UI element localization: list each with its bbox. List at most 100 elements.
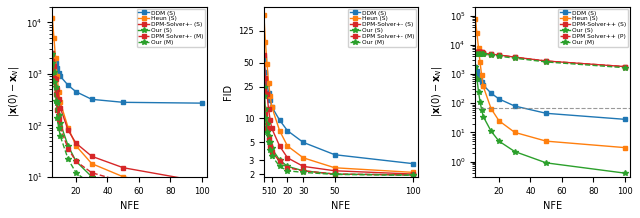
Line: Our (M): Our (M) — [261, 93, 416, 178]
Our (S) — [300, 169, 307, 172]
DPM-Solver+- (S) — [262, 77, 269, 79]
Our (M) — [266, 149, 274, 151]
DPM-Solver+- (S) — [276, 145, 284, 147]
DDM (S) — [50, 57, 58, 60]
DDM (S) — [262, 71, 269, 73]
Heun (S) — [265, 81, 273, 84]
Our (M) — [475, 52, 483, 55]
Our (S) — [511, 150, 518, 153]
DDM (S) — [284, 129, 291, 132]
Heun (S) — [260, 13, 268, 16]
DPM-Solver++ (S) — [511, 56, 518, 58]
Our (S) — [72, 160, 80, 163]
Our (S) — [50, 70, 58, 73]
DDM (S) — [56, 75, 64, 78]
DPM-Solver+- (S) — [268, 127, 276, 130]
DPM Solver++ (P) — [475, 51, 483, 54]
Our (S) — [263, 123, 271, 125]
DPM-Solver+- (S) — [300, 165, 307, 168]
Our (S) — [487, 130, 495, 133]
Heun (S) — [276, 129, 284, 132]
DPM Solver+- (M) — [284, 167, 291, 169]
DPM-Solver+- (S) — [50, 65, 58, 68]
DPM-Solver+- (S) — [410, 173, 417, 175]
DDM (S) — [410, 162, 417, 165]
Our (M) — [265, 141, 273, 144]
Our (S) — [53, 102, 61, 104]
Our (M) — [120, 193, 127, 196]
Line: DPM-Solver+- (S): DPM-Solver+- (S) — [51, 51, 204, 184]
Line: DDM (S): DDM (S) — [262, 57, 415, 166]
DDM (S) — [487, 92, 495, 95]
Line: Our (S): Our (S) — [50, 51, 205, 203]
Our (S) — [88, 175, 95, 178]
Heun (S) — [72, 145, 80, 147]
DDM (S) — [495, 98, 503, 100]
Heun (S) — [198, 191, 206, 194]
Our (S) — [266, 141, 274, 144]
Line: DPM Solver++ (P): DPM Solver++ (P) — [473, 50, 627, 69]
DPM-Solver+- (S) — [120, 166, 127, 169]
Our (S) — [331, 173, 339, 175]
DPM Solver++ (P) — [476, 51, 484, 54]
Line: DPM Solver+- (M): DPM Solver+- (M) — [51, 59, 204, 194]
DPM Solver++ (P) — [621, 65, 628, 68]
DPM Solver++ (P) — [472, 51, 479, 54]
DPM Solver+- (M) — [262, 112, 269, 115]
Our (M) — [49, 62, 56, 65]
Line: DDM (S): DDM (S) — [51, 50, 204, 105]
Our (S) — [410, 174, 417, 176]
DDM (S) — [265, 91, 273, 94]
Our (S) — [64, 145, 72, 147]
DPM-Solver+- (S) — [260, 54, 268, 56]
Heun (S) — [495, 119, 503, 122]
Our (M) — [487, 54, 495, 57]
DDM (S) — [88, 98, 95, 101]
DPM-Solver++ (S) — [472, 51, 479, 54]
Heun (S) — [410, 171, 417, 174]
Y-axis label: FID: FID — [223, 84, 233, 100]
Heun (S) — [88, 162, 95, 165]
Our (M) — [479, 53, 487, 56]
DPM Solver+- (M) — [300, 169, 307, 172]
Our (S) — [542, 162, 550, 164]
DPM-Solver+- (S) — [265, 108, 273, 111]
Our (M) — [260, 95, 268, 97]
DPM-Solver+- (S) — [263, 93, 271, 96]
Line: Our (S): Our (S) — [472, 65, 628, 176]
DDM (S) — [260, 58, 268, 61]
DPM-Solver+- (S) — [53, 88, 61, 91]
Heun (S) — [300, 157, 307, 159]
DPM Solver++ (P) — [478, 51, 486, 54]
Our (M) — [72, 171, 80, 174]
Heun (S) — [64, 126, 72, 129]
DPM Solver+- (M) — [260, 90, 268, 92]
DDM (S) — [266, 99, 274, 101]
Our (S) — [265, 135, 273, 137]
Line: Heun (S): Heun (S) — [473, 17, 627, 150]
DPM Solver++ (P) — [495, 54, 503, 56]
DPM Solver+- (M) — [266, 145, 274, 147]
Line: Our (S): Our (S) — [261, 84, 416, 178]
Heun (S) — [621, 146, 628, 149]
Line: DPM-Solver++ (S): DPM-Solver++ (S) — [473, 50, 627, 69]
DPM-Solver++ (S) — [542, 60, 550, 62]
Our (S) — [262, 108, 269, 111]
Y-axis label: $|\mathbf{x}(0) - \mathbf{x}_N|$: $|\mathbf{x}(0) - \mathbf{x}_N|$ — [430, 66, 444, 118]
DDM (S) — [300, 141, 307, 144]
Heun (S) — [53, 75, 61, 78]
DPM Solver+- (M) — [52, 93, 60, 96]
Our (M) — [621, 66, 628, 69]
Heun (S) — [268, 106, 276, 108]
Legend: DDM (S), Heun (S), DPM-Solver+- (S), Our (S), DPM Solver+- (M), Our (M): DDM (S), Heun (S), DPM-Solver+- (S), Our… — [137, 9, 205, 47]
DPM Solver+- (M) — [410, 174, 417, 176]
Our (M) — [52, 99, 60, 102]
DDM (S) — [331, 153, 339, 156]
DPM-Solver++ (S) — [479, 52, 487, 54]
DDM (S) — [64, 84, 72, 87]
Our (S) — [52, 86, 60, 89]
DDM (S) — [120, 101, 127, 104]
DPM-Solver++ (S) — [478, 51, 486, 54]
Our (M) — [473, 52, 481, 55]
DPM Solver+- (M) — [49, 60, 56, 62]
